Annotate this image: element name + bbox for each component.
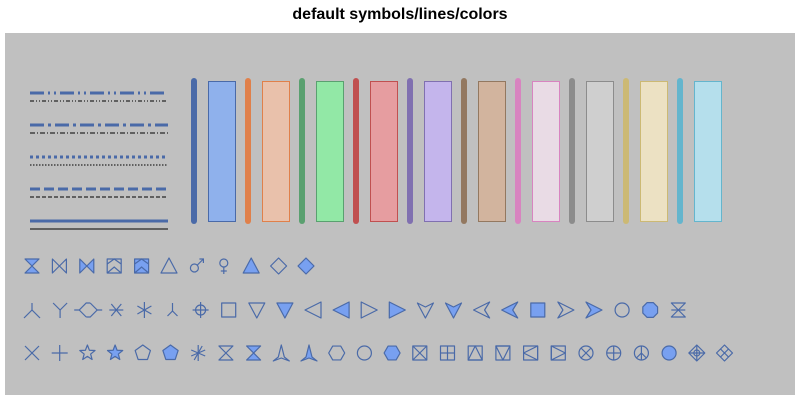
symbol-hourglass-x-icon <box>670 302 686 318</box>
symbol-diamond-icon <box>270 257 288 275</box>
symbol-pentagon-icon <box>134 344 152 361</box>
symbol-circle-2-icon <box>356 345 372 361</box>
line-sample-dash <box>30 187 168 198</box>
symbol-hourglass-filled-2-icon <box>246 345 262 361</box>
symbol-square-x-icon <box>412 345 428 361</box>
symbol-triangle-right-icon <box>360 301 378 319</box>
symbol-samples <box>23 257 734 362</box>
symbol-peace-icon <box>633 345 650 361</box>
symbol-triangle-down-filled-icon <box>276 302 294 319</box>
color-sample-pink <box>515 78 560 224</box>
symbol-star-icon <box>79 344 96 361</box>
symbol-triangle-right-filled-icon <box>388 301 406 319</box>
color-sample-green <box>299 78 344 224</box>
line-sample-solid <box>30 219 168 230</box>
symbol-tripod-filled-icon <box>300 344 318 362</box>
plot-canvas <box>5 33 795 395</box>
symbol-crosshair-icon <box>192 302 209 318</box>
symbol-square-plus-icon <box>439 345 456 361</box>
color-sample-cyan <box>677 78 722 224</box>
symbol-square-triangle-down-icon <box>495 345 511 361</box>
color-samples <box>191 78 722 224</box>
symbol-circle-diamond-cross-icon <box>688 344 706 362</box>
symbol-circle-x-icon <box>578 345 594 361</box>
color-sample-orange <box>245 78 290 224</box>
symbol-triangle-left-icon <box>304 301 322 319</box>
symbol-circle-plus-icon <box>606 345 622 361</box>
color-sample-red <box>353 78 398 224</box>
symbol-square-triangle-left-icon <box>522 345 539 361</box>
line-sample-dash-dot-dot <box>30 91 168 102</box>
line-sample-dot <box>30 155 168 166</box>
symbol-triangle-icon <box>160 257 178 274</box>
symbol-arrow-left-filled-icon <box>501 301 519 319</box>
symbol-arrow-left-icon <box>473 301 491 319</box>
page-title: default symbols/lines/colors <box>292 6 508 23</box>
symbol-triangle-down-icon <box>248 302 266 319</box>
symbol-pentagon-filled-icon <box>162 344 179 361</box>
symbol-plus-icon <box>51 345 68 361</box>
symbol-diamond-split-icon <box>74 302 103 318</box>
symbol-star-asterisk-icon <box>190 345 206 361</box>
symbol-bowtie-icon <box>51 258 68 274</box>
symbol-envelope-icon <box>106 258 122 274</box>
color-sample-brown <box>461 78 506 224</box>
symbol-tri-down-small-icon <box>167 303 178 317</box>
symbol-diamond-x-icon <box>715 344 734 362</box>
symbol-hourglass-icon <box>218 345 234 361</box>
symbol-circle-icon <box>614 302 630 318</box>
line-sample-dash-dot <box>30 123 168 134</box>
symbol-arrow-right-icon <box>557 301 575 319</box>
symbol-star-filled-icon <box>106 344 124 361</box>
color-sample-gray <box>569 78 614 224</box>
plot-background <box>5 33 795 395</box>
symbol-tri-down-1-icon <box>23 303 41 319</box>
color-sample-blue <box>191 78 236 224</box>
symbol-square-icon <box>221 302 237 318</box>
symbol-hexagon-icon <box>328 345 346 361</box>
symbol-hourglass-filled-icon <box>24 258 40 274</box>
symbol-arrow-down-filled-icon <box>444 302 463 319</box>
color-sample-purple <box>407 78 452 224</box>
line-style-samples <box>30 91 168 230</box>
symbol-square-triangle-right-icon <box>550 345 566 361</box>
symbol-square-filled-icon <box>530 302 546 318</box>
symbol-octagon-filled-icon <box>642 302 659 318</box>
symbol-asterisk-6-icon <box>137 302 152 318</box>
symbol-hexagon-filled-icon <box>383 345 401 361</box>
symbol-square-triangle-up-icon <box>467 345 483 361</box>
symbol-tripod-icon <box>272 344 290 362</box>
symbol-arrow-right-filled-icon <box>585 301 603 319</box>
symbol-x-icon <box>24 345 40 361</box>
symbol-circle-filled-icon <box>661 345 677 361</box>
symbol-diamond-filled-icon <box>297 257 315 275</box>
symbol-bowtie-filled-icon <box>79 258 95 274</box>
color-sample-olive <box>623 78 668 224</box>
symbol-tri-up-1-icon <box>52 302 68 318</box>
symbol-triangle-left-filled-icon <box>332 301 350 319</box>
symbol-male-icon <box>189 258 204 273</box>
symbol-triangle-filled-icon <box>242 257 260 274</box>
symbol-envelope-filled-icon <box>134 258 150 274</box>
symbol-asterisk-icon <box>109 303 124 317</box>
symbol-arrow-down-icon <box>416 302 434 319</box>
symbol-female-icon <box>219 258 229 274</box>
